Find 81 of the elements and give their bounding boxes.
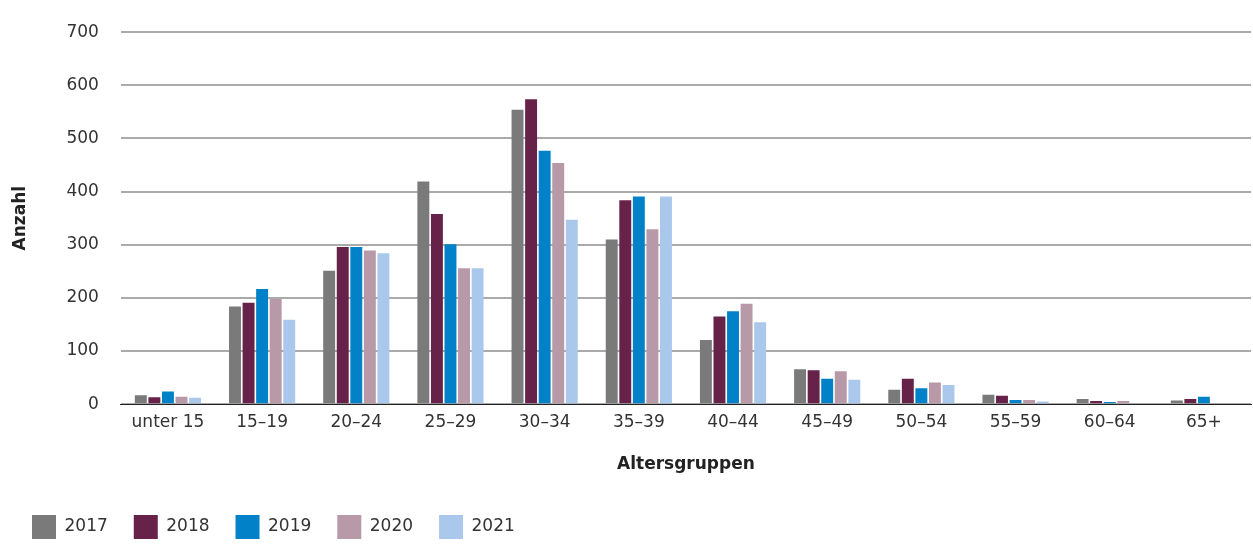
bar xyxy=(982,394,995,404)
bar xyxy=(377,253,390,404)
bar xyxy=(189,397,202,404)
y-tick-label: 500 xyxy=(66,126,99,147)
y-tick-label: 0 xyxy=(88,392,99,413)
bar xyxy=(552,162,565,404)
bar xyxy=(148,397,161,404)
x-tick-label: 60–64 xyxy=(1083,410,1136,431)
bar xyxy=(444,244,457,404)
bar xyxy=(363,250,376,404)
bar xyxy=(996,395,1008,404)
bar xyxy=(807,370,820,404)
bar xyxy=(942,385,955,404)
bar xyxy=(928,382,941,404)
bar xyxy=(256,288,269,404)
bar xyxy=(269,298,282,404)
bar xyxy=(754,322,767,404)
bar xyxy=(834,371,847,404)
bar xyxy=(161,391,174,404)
bar xyxy=(901,378,914,404)
bar xyxy=(134,395,147,404)
x-tick-label: unter 15 xyxy=(131,410,205,431)
bar xyxy=(229,306,241,404)
y-tick-label: 400 xyxy=(66,180,99,201)
x-tick-label: 15–19 xyxy=(236,410,288,431)
bar xyxy=(565,219,578,404)
bar xyxy=(458,268,471,404)
bar xyxy=(336,246,349,404)
bar xyxy=(242,302,255,404)
bar xyxy=(1184,398,1197,404)
bar xyxy=(283,319,296,404)
x-tick-label: 50–54 xyxy=(895,410,948,431)
x-tick-label: 40–44 xyxy=(707,410,759,431)
legend-label: 2021 xyxy=(471,515,515,536)
bar xyxy=(417,181,430,404)
bar xyxy=(430,213,443,404)
bar xyxy=(713,316,726,404)
bar xyxy=(619,200,632,404)
bar xyxy=(740,303,753,404)
legend-label: 2017 xyxy=(64,515,108,536)
bar xyxy=(471,268,484,404)
bar xyxy=(794,369,807,404)
legend-label: 2018 xyxy=(166,515,210,536)
bar xyxy=(1170,400,1183,404)
y-tick-label: 700 xyxy=(66,20,99,41)
bar xyxy=(659,196,672,404)
bar xyxy=(821,378,834,404)
bar xyxy=(632,196,645,404)
x-axis-title: Altersgruppen xyxy=(617,453,755,474)
bar xyxy=(538,150,551,404)
bar xyxy=(350,246,363,404)
x-tick-label: 30–34 xyxy=(518,410,571,431)
legend-label: 2020 xyxy=(369,515,414,536)
bar xyxy=(727,311,739,404)
x-tick-label: 35–39 xyxy=(612,410,665,431)
bar xyxy=(1009,399,1022,404)
x-tick-label: 25–29 xyxy=(424,410,477,431)
bar xyxy=(323,270,336,404)
bar xyxy=(525,99,538,404)
y-tick-label: 300 xyxy=(66,233,99,254)
bar xyxy=(699,339,712,404)
y-tick-label: 100 xyxy=(66,339,99,360)
y-tick-label: 200 xyxy=(66,286,99,307)
y-tick-label: 600 xyxy=(66,73,99,94)
x-tick-label: 45–49 xyxy=(801,410,854,431)
legend-label: 2019 xyxy=(268,515,312,536)
bar xyxy=(605,239,618,404)
bar xyxy=(646,229,659,404)
bar xyxy=(1076,398,1089,404)
bar xyxy=(1197,396,1210,404)
bar xyxy=(848,379,861,404)
x-tick-label: 55–59 xyxy=(989,410,1042,431)
x-tick-label: 65+ xyxy=(1185,410,1222,431)
y-axis-title: Anzahl xyxy=(8,185,29,251)
bar xyxy=(1090,401,1103,404)
bar xyxy=(1117,401,1130,404)
x-tick-label: 20–24 xyxy=(330,410,383,431)
bar xyxy=(511,109,524,404)
bar xyxy=(915,388,928,404)
bar xyxy=(1023,399,1036,404)
bar xyxy=(888,389,901,404)
